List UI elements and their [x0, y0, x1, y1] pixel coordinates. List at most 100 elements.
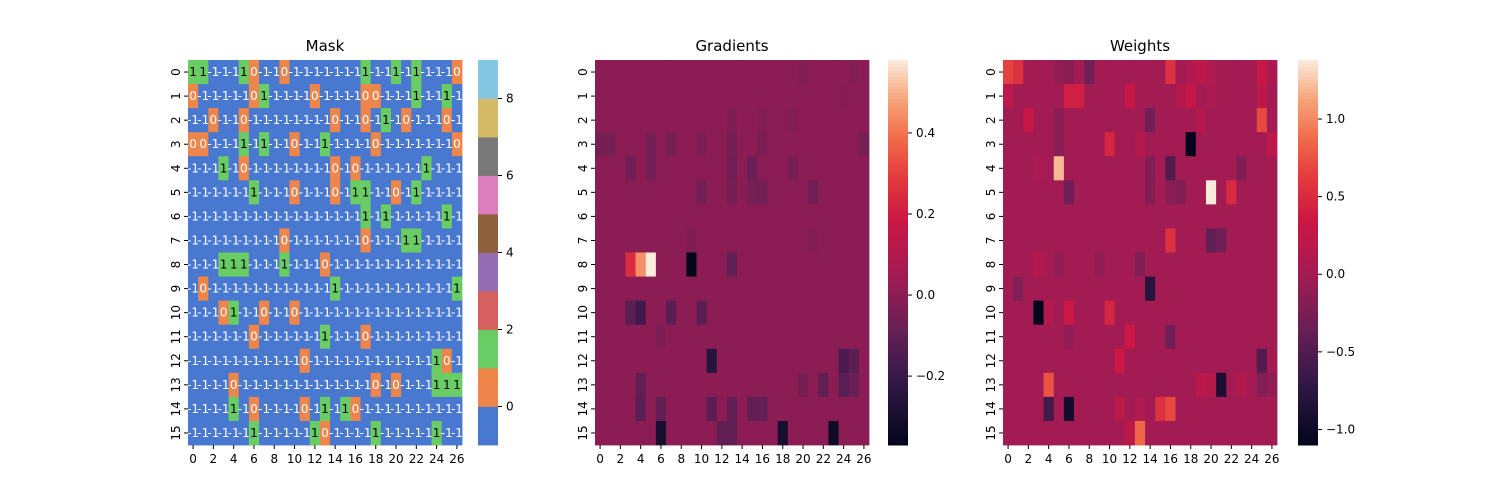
cell-annotation: -1 [218, 89, 230, 103]
heatmap-cell [737, 84, 748, 109]
heatmap-cell [1124, 396, 1136, 422]
heatmap-cell [269, 180, 280, 205]
heatmap-cell [1185, 84, 1197, 109]
cell-annotation: -1 [278, 306, 290, 320]
colorbar-gradient-step [1298, 104, 1318, 109]
heatmap-cell [248, 324, 260, 350]
heatmap-cell [1175, 204, 1187, 229]
heatmap-cell [208, 396, 219, 422]
colorbar-gradient-step [888, 271, 908, 276]
heatmap-cell [696, 348, 708, 374]
heatmap-cell [1256, 60, 1268, 85]
heatmap-cell [1094, 108, 1105, 133]
cell-annotation: -1 [431, 330, 443, 344]
heatmap-cell [401, 276, 412, 302]
colorbar-gradient-step [888, 153, 908, 157]
heatmap-cell [595, 204, 606, 229]
heatmap-cell [716, 348, 728, 374]
heatmap-cell [696, 204, 708, 229]
heatmap-cell [1145, 420, 1156, 446]
colorbar-gradient-step [888, 412, 908, 417]
heatmap-cell [390, 132, 402, 157]
cell-annotation: -1 [207, 282, 219, 296]
colorbar-gradient-step [1298, 396, 1318, 401]
colorbar-gradient-step [1298, 425, 1318, 430]
heatmap-cell [726, 204, 738, 229]
cell-annotation: 0 [362, 233, 370, 247]
heatmap-cell [645, 108, 657, 133]
heatmap-cell [340, 180, 351, 205]
heatmap-cell [1043, 396, 1055, 422]
heatmap-cell [269, 324, 280, 350]
cell-annotation: 1 [433, 378, 441, 392]
heatmap-cell [1043, 180, 1055, 205]
heatmap-cell [1104, 420, 1116, 446]
heatmap-cell [1003, 108, 1014, 133]
cell-annotation: 0 [189, 137, 197, 151]
heatmap-cell [1114, 132, 1126, 157]
heatmap-cell [747, 252, 758, 277]
colorbar-tick-label: 0.0 [1326, 267, 1345, 281]
heatmap-cell [1266, 132, 1278, 157]
colorbar-gradient-step [888, 85, 908, 90]
cell-annotation: -1 [400, 378, 412, 392]
heatmap-cell [645, 180, 657, 205]
heatmap-cell [1033, 108, 1044, 133]
heatmap-cell [1195, 276, 1207, 302]
heatmap-cell [635, 132, 647, 157]
heatmap-cell [411, 252, 422, 277]
heatmap-cell [635, 396, 647, 422]
cell-annotation: -1 [258, 65, 270, 79]
cell-annotation: -1 [360, 137, 372, 151]
heatmap-cell [1003, 180, 1014, 205]
cell-annotation: -1 [218, 282, 230, 296]
cell-annotation: -1 [207, 137, 219, 151]
cell-annotation: -1 [380, 378, 392, 392]
heatmap-cell [747, 60, 758, 85]
heatmap-cell [1195, 420, 1207, 446]
cell-annotation: -1 [420, 113, 432, 127]
heatmap-cell [431, 156, 443, 181]
heatmap-cell [1216, 108, 1227, 133]
heatmap-cell [1175, 180, 1187, 205]
heatmap-cell [848, 60, 860, 85]
heatmap-cell [370, 180, 382, 205]
heatmap-cell [1195, 132, 1207, 157]
cell-annotation: -1 [441, 426, 453, 440]
heatmap-cell [360, 132, 372, 157]
colorbar-gradient-step [888, 307, 908, 311]
heatmap-cell [360, 156, 372, 181]
cell-annotation: -1 [349, 258, 361, 272]
cell-annotation: 0 [352, 161, 360, 175]
heatmap-cell [858, 156, 870, 181]
cell-annotation: -1 [420, 402, 432, 416]
heatmap-cell [451, 60, 463, 85]
heatmap-cell [696, 180, 708, 205]
heatmap-cell [1165, 132, 1176, 157]
cell-annotation: -1 [441, 65, 453, 79]
heatmap-cell [1195, 156, 1207, 181]
heatmap-cell [1013, 276, 1024, 302]
heatmap-cell [1236, 180, 1247, 205]
heatmap-cell [615, 156, 626, 181]
heatmap-cell [625, 372, 636, 398]
heatmap-cell [1084, 420, 1095, 446]
cell-annotation: -1 [349, 113, 361, 127]
heatmap-cell [1134, 180, 1146, 205]
heatmap-cell [1256, 156, 1268, 181]
heatmap-cell [238, 252, 250, 277]
heatmap-cell [1236, 420, 1247, 446]
heatmap-cell [269, 396, 280, 422]
heatmap-cell [645, 420, 657, 446]
heatmap-cell [686, 420, 697, 446]
heatmap-cell [1084, 396, 1095, 422]
heatmap-cell [299, 156, 311, 181]
heatmap-cell [767, 108, 779, 133]
cell-annotation: -1 [268, 306, 280, 320]
colorbar-gradient-step [1298, 76, 1318, 80]
heatmap-cell [1175, 348, 1187, 374]
x-tick-label: 4 [230, 452, 238, 466]
heatmap-cell [269, 300, 280, 326]
cell-annotation: -1 [349, 378, 361, 392]
